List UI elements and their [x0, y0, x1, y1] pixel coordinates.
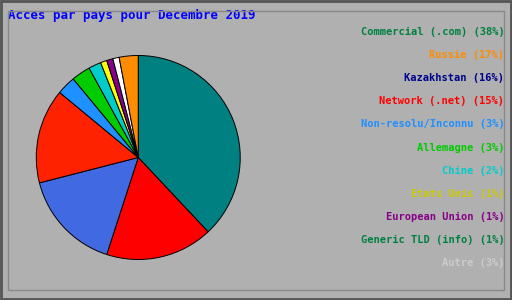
Wedge shape [73, 68, 138, 158]
Text: Commercial (.com) (38%): Commercial (.com) (38%) [360, 27, 504, 37]
Text: Acces par pays pour Decembre 2019: Acces par pays pour Decembre 2019 [8, 9, 255, 22]
Wedge shape [106, 158, 208, 260]
Text: Generic TLD (info) (1%): Generic TLD (info) (1%) [360, 235, 504, 245]
Text: Chine (2%): Chine (2%) [442, 166, 504, 176]
Wedge shape [119, 56, 138, 158]
Wedge shape [113, 57, 138, 158]
Text: European Union (1%): European Union (1%) [386, 212, 504, 222]
Text: Kazakhstan (16%): Kazakhstan (16%) [404, 73, 504, 83]
Text: Non-resolu/Inconnu (3%): Non-resolu/Inconnu (3%) [360, 119, 504, 129]
Wedge shape [36, 92, 138, 183]
Text: Etats Unis (1%): Etats Unis (1%) [411, 189, 504, 199]
Wedge shape [59, 79, 138, 158]
Text: Allemagne (3%): Allemagne (3%) [417, 142, 504, 152]
Text: Russie (17%): Russie (17%) [430, 50, 504, 60]
Wedge shape [39, 158, 138, 254]
Wedge shape [138, 56, 240, 232]
Wedge shape [106, 59, 138, 158]
Text: Autre (3%): Autre (3%) [442, 258, 504, 268]
Wedge shape [101, 61, 138, 158]
Text: Network (.net) (15%): Network (.net) (15%) [379, 96, 504, 106]
Wedge shape [89, 63, 138, 158]
